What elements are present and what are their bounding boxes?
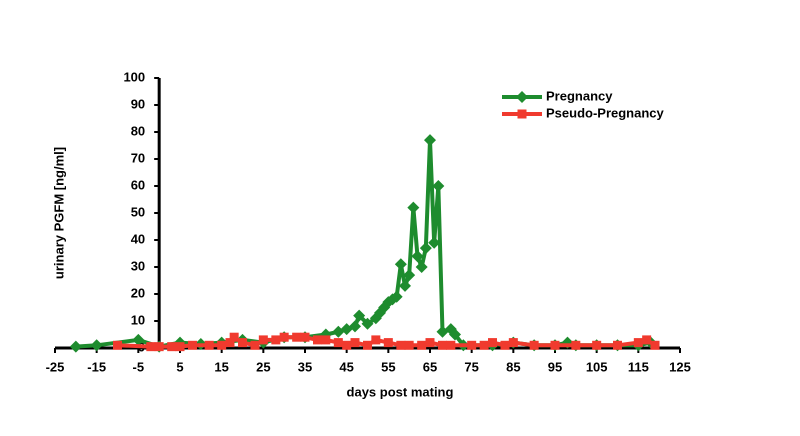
- x-axis-label: days post mating: [347, 384, 454, 399]
- x-tick-label: 105: [586, 359, 608, 374]
- marker: [417, 340, 427, 350]
- x-tick-label: 85: [506, 359, 520, 374]
- y-tick-label: 90: [131, 96, 145, 111]
- marker: [188, 340, 197, 350]
- marker: [69, 340, 82, 353]
- marker: [394, 258, 407, 271]
- marker: [438, 340, 447, 350]
- y-tick-label: 20: [131, 285, 145, 300]
- marker: [333, 338, 343, 348]
- x-tick-label: 35: [298, 359, 312, 374]
- y-tick-label: 80: [131, 123, 145, 138]
- x-tick-label: 65: [423, 359, 437, 374]
- marker: [279, 332, 289, 342]
- y-tick-label: 60: [131, 177, 145, 192]
- marker: [449, 328, 461, 341]
- marker: [446, 340, 456, 350]
- marker: [390, 290, 403, 303]
- marker: [204, 340, 214, 350]
- x-tick-label: 95: [548, 359, 562, 374]
- x-tick-label: 115: [628, 359, 649, 374]
- marker: [633, 338, 643, 348]
- y-tick-label: 30: [131, 258, 145, 273]
- marker: [250, 340, 260, 350]
- marker: [292, 332, 302, 342]
- marker: [479, 340, 489, 350]
- x-tick-label: -5: [133, 359, 145, 374]
- marker: [399, 279, 411, 292]
- marker: [592, 340, 602, 350]
- marker: [113, 340, 122, 350]
- marker: [350, 338, 360, 348]
- legend-marker: [516, 91, 528, 103]
- marker: [238, 338, 247, 348]
- marker: [642, 335, 652, 345]
- marker: [154, 342, 164, 352]
- marker: [488, 338, 497, 348]
- marker: [146, 342, 156, 352]
- legend-marker: [517, 109, 527, 119]
- marker: [225, 338, 235, 348]
- marker: [425, 338, 435, 348]
- marker: [217, 340, 227, 350]
- marker: [650, 340, 660, 350]
- x-tick-label: 75: [464, 359, 478, 374]
- marker: [432, 180, 445, 192]
- marker: [404, 340, 414, 350]
- marker: [258, 335, 268, 345]
- x-tick-label: 15: [214, 359, 228, 374]
- x-tick-label: -25: [46, 359, 65, 374]
- marker: [371, 335, 381, 345]
- marker: [313, 335, 322, 345]
- marker: [132, 333, 145, 346]
- marker: [349, 320, 361, 333]
- marker: [508, 338, 518, 348]
- marker: [383, 338, 393, 348]
- marker: [167, 342, 177, 352]
- x-tick-label: 55: [381, 359, 395, 374]
- marker: [415, 261, 428, 273]
- marker: [550, 340, 560, 350]
- marker: [321, 335, 331, 345]
- marker: [90, 339, 103, 352]
- y-tick-label: 10: [131, 312, 145, 327]
- x-tick-label: 5: [176, 359, 183, 374]
- marker: [342, 340, 352, 350]
- marker: [500, 340, 510, 350]
- y-axis-label: urinary PGFM [ng/ml]: [51, 147, 66, 279]
- y-tick-label: 100: [123, 69, 145, 84]
- marker: [529, 340, 539, 350]
- legend-label: Pregnancy: [546, 88, 613, 103]
- marker: [353, 309, 366, 322]
- marker: [363, 340, 372, 350]
- marker: [403, 269, 416, 282]
- marker: [229, 332, 239, 342]
- legend-label: Pseudo-Pregnancy: [546, 105, 665, 120]
- marker: [571, 340, 581, 350]
- marker: [271, 335, 281, 345]
- x-tick-label: 45: [339, 359, 353, 374]
- marker: [396, 340, 406, 350]
- marker: [428, 236, 441, 249]
- y-tick-label: 40: [131, 231, 145, 246]
- marker: [175, 342, 185, 352]
- y-tick-label: 50: [131, 204, 145, 219]
- marker: [300, 332, 310, 342]
- x-tick-label: 125: [669, 359, 691, 374]
- marker: [467, 340, 477, 350]
- marker: [424, 134, 436, 147]
- marker: [411, 250, 424, 263]
- marker: [407, 201, 420, 214]
- marker: [419, 242, 432, 255]
- marker: [361, 317, 374, 330]
- x-tick-label: -15: [87, 359, 106, 374]
- marker: [613, 340, 622, 350]
- y-tick-label: 70: [131, 150, 145, 165]
- x-tick-label: 25: [256, 359, 270, 374]
